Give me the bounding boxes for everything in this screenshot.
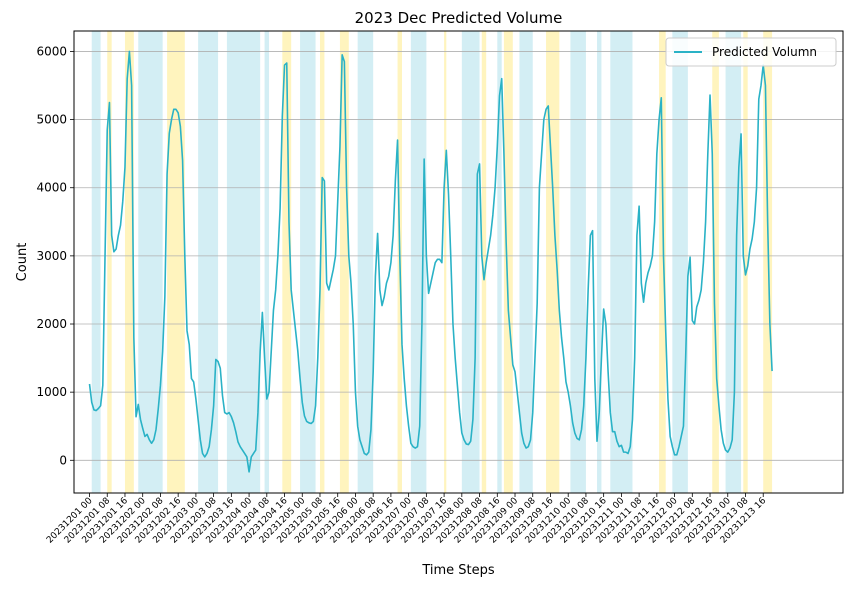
shaded-bands-layer	[91, 31, 773, 493]
plot-frame	[73, 30, 844, 494]
shaded-band	[519, 31, 533, 493]
shaded-band	[481, 31, 487, 493]
shaded-band	[546, 31, 560, 493]
chart-title: 2023 Dec Predicted Volume	[355, 9, 563, 27]
shaded-band	[712, 31, 719, 493]
shaded-band	[497, 31, 502, 493]
y-tick-label: 5000	[36, 113, 67, 127]
y-axis-title: Count	[15, 243, 30, 282]
shaded-band	[503, 31, 513, 493]
shaded-band	[226, 31, 261, 493]
legend-label: Predicted Volumn	[712, 45, 817, 59]
shaded-band	[339, 31, 349, 493]
y-tick-label: 1000	[36, 385, 67, 399]
shaded-band	[107, 31, 112, 493]
shaded-band	[444, 31, 447, 493]
grid-layer	[74, 51, 843, 461]
x-axis-title: Time Steps	[421, 563, 495, 578]
y-axis: 0 1000 2000 3000 4000 5000 6000	[36, 44, 74, 467]
shaded-band	[91, 31, 101, 493]
shaded-band	[138, 31, 163, 493]
shaded-band	[357, 31, 374, 493]
shaded-band	[124, 31, 134, 493]
legend-box	[665, 37, 837, 67]
y-tick-label: 6000	[36, 44, 67, 58]
shaded-band	[410, 31, 427, 493]
series-line	[88, 50, 773, 473]
y-tick-label: 3000	[36, 249, 67, 263]
shaded-band	[570, 31, 586, 493]
shaded-band	[610, 31, 633, 493]
y-tick-label: 4000	[36, 181, 67, 195]
series-layer	[88, 50, 773, 473]
shaded-band	[282, 31, 292, 493]
shaded-band	[300, 31, 316, 493]
shaded-band	[319, 31, 325, 493]
y-tick-label: 2000	[36, 317, 67, 331]
shaded-band	[264, 31, 270, 493]
shaded-band	[167, 31, 185, 493]
shaded-band	[743, 31, 748, 493]
shaded-band	[725, 31, 742, 493]
legend: Predicted Volumn	[665, 37, 837, 67]
shaded-band	[659, 31, 666, 493]
shaded-band	[763, 31, 773, 493]
shaded-band	[597, 31, 602, 493]
shaded-band	[198, 31, 219, 493]
y-tick-label: 0	[59, 453, 67, 467]
shaded-band	[672, 31, 688, 493]
